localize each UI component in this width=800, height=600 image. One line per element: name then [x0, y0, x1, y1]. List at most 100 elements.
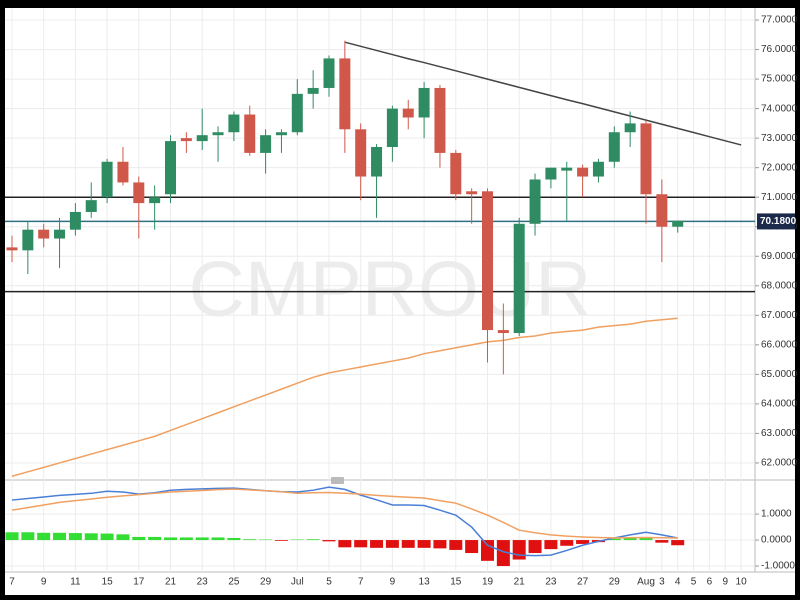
- candle-body: [307, 87, 319, 94]
- histogram-bar: [290, 539, 304, 541]
- histogram-bar: [528, 540, 542, 554]
- y-tick-label: 62.0000: [761, 458, 798, 469]
- candle-body: [69, 211, 81, 230]
- histogram-bar: [544, 540, 558, 550]
- last-price-box: [757, 213, 795, 230]
- candle-body: [54, 229, 66, 239]
- candle-body: [339, 58, 351, 130]
- histogram-bar: [132, 536, 146, 541]
- candle-body: [260, 135, 272, 153]
- y-tick-label: 65.0000: [761, 369, 798, 380]
- histogram-bar: [227, 537, 241, 541]
- histogram-bar: [259, 539, 273, 541]
- x-tick-label: 29: [260, 577, 272, 588]
- histogram-bar: [100, 533, 114, 541]
- x-tick-label: 23: [197, 577, 209, 588]
- x-tick-label: 4: [675, 577, 681, 588]
- candle-body: [608, 132, 620, 162]
- x-tick-label: 6: [707, 577, 713, 588]
- histogram-bar: [512, 540, 526, 560]
- y-tick-label: 76.0000: [761, 44, 798, 55]
- y-tick-label: 67.0000: [761, 310, 798, 321]
- x-tick-label: Aug: [637, 577, 655, 588]
- x-tick-label: 15: [450, 577, 462, 588]
- histogram-bar: [465, 540, 479, 554]
- candle-body: [133, 182, 145, 204]
- histogram-bar: [21, 532, 35, 541]
- x-tick-label: 17: [133, 577, 145, 588]
- histogram-bar: [322, 540, 336, 542]
- candle-body: [6, 247, 18, 251]
- candle-body: [592, 161, 604, 177]
- candle-body: [275, 132, 287, 136]
- y-tick-label: 1.0000: [761, 509, 792, 520]
- histogram-bar: [274, 540, 288, 541]
- candle-body: [196, 135, 208, 142]
- candle-body: [545, 167, 557, 180]
- histogram-bar: [68, 533, 82, 541]
- candle-body: [323, 58, 335, 88]
- y-tick-label: -1.0000: [761, 561, 795, 572]
- candle-body: [291, 93, 303, 133]
- histogram-bar: [449, 540, 463, 550]
- candle-body: [561, 167, 573, 171]
- histogram-bar: [53, 532, 67, 541]
- y-tick-label: 73.0000: [761, 133, 798, 144]
- x-tick-label: 9: [390, 577, 396, 588]
- histogram-bar: [370, 540, 384, 548]
- candle-body: [101, 161, 113, 198]
- histogram-bar: [607, 538, 621, 541]
- candle-body: [386, 108, 398, 148]
- candle-body: [244, 114, 256, 153]
- histogram-bar: [195, 537, 209, 541]
- candle-body: [450, 152, 462, 195]
- y-tick-label: 71.0000: [761, 192, 798, 203]
- x-tick-label: 13: [419, 577, 431, 588]
- indicator-line: [11, 486, 678, 557]
- candle-body: [38, 229, 50, 239]
- histogram-bar: [481, 540, 494, 561]
- candle-body: [418, 87, 430, 118]
- candle-body: [529, 179, 541, 224]
- histogram-bar: [655, 540, 669, 543]
- indicator-line: [11, 488, 678, 539]
- histogram-bar: [623, 537, 637, 541]
- y-tick-label: 72.0000: [761, 162, 798, 173]
- histogram-bar: [243, 539, 257, 541]
- histogram-bar: [148, 536, 162, 541]
- histogram-bar: [671, 540, 685, 546]
- watermark: CMPROUR: [189, 245, 592, 333]
- histogram-bar: [417, 540, 431, 548]
- histogram-bar: [354, 540, 368, 548]
- x-tick-label: 7: [358, 577, 364, 588]
- x-tick-label: 3: [659, 577, 665, 588]
- candle-body: [482, 191, 493, 331]
- candle-body: [355, 129, 367, 177]
- x-tick-label: 15: [102, 577, 114, 588]
- histogram-bar: [5, 532, 19, 541]
- histogram-bar: [576, 540, 590, 544]
- candle-body: [85, 200, 97, 212]
- histogram-bar: [639, 537, 653, 541]
- candle-body: [513, 223, 525, 334]
- candle-body: [434, 87, 446, 153]
- candle-body: [402, 108, 414, 118]
- x-tick-label: 21: [514, 577, 526, 588]
- overlay-line: [344, 41, 742, 146]
- candle-body: [180, 138, 192, 142]
- candle-body: [212, 132, 224, 136]
- candle-body: [497, 330, 509, 334]
- x-tick-label: 11: [70, 577, 81, 588]
- x-tick-label: 9: [41, 577, 47, 588]
- candle-body: [228, 114, 240, 133]
- y-tick-label: 68.0000: [761, 280, 798, 291]
- y-tick-label: 64.0000: [761, 399, 798, 410]
- y-tick-label: 75.0000: [761, 74, 798, 85]
- histogram-bar: [401, 540, 415, 548]
- x-tick-label: 10: [736, 577, 748, 588]
- histogram-bar: [560, 540, 574, 546]
- overlay-line: [11, 317, 678, 477]
- candle-body: [22, 229, 34, 251]
- histogram-bar: [385, 540, 399, 548]
